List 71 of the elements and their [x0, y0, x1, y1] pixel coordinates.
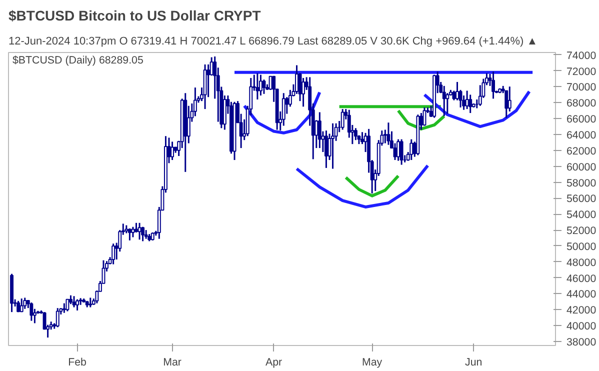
y-tick-label: 44000 [566, 288, 596, 301]
candlestick [456, 81, 459, 102]
y-tick-label: 38000 [566, 336, 596, 349]
candlestick [318, 111, 322, 149]
y-tick-label: 58000 [566, 177, 596, 190]
candlestick [360, 131, 364, 145]
candlestick [393, 142, 397, 161]
candlestick [23, 296, 27, 310]
y-tick-label: 46000 [566, 272, 596, 285]
candlestick [331, 122, 334, 170]
candlestick [465, 90, 469, 110]
x-tick-label: May [362, 356, 383, 368]
y-tick-label: 52000 [566, 225, 596, 238]
candlestick [302, 77, 306, 108]
candlestick [76, 298, 80, 312]
candlestick [134, 222, 138, 234]
candlestick [386, 122, 390, 146]
candlestick [72, 295, 76, 308]
candlestick [170, 140, 174, 161]
candlestick [66, 298, 70, 312]
y-tick-label: 48000 [566, 256, 596, 269]
candlestick [62, 302, 66, 314]
candlestick [256, 72, 260, 100]
candlestick [400, 138, 404, 166]
y-tick-label: 70000 [566, 82, 596, 94]
candlestick [508, 86, 512, 112]
candlestick [30, 302, 34, 322]
chart-subtitle: 12-Jun-2024 10:37pm O 67319.41 H 70021.47 L 66896.79 Last 68289.05 V 30.6K Chg +969.64 (+1.44%) ▲ [8, 36, 538, 48]
candlestick [504, 90, 508, 119]
candlestick [354, 127, 358, 141]
candlestick [20, 298, 24, 313]
line-series [344, 174, 400, 198]
y-tick-label: 54000 [566, 209, 596, 222]
y-tick-label: 40000 [566, 320, 596, 333]
candlestick [282, 92, 286, 126]
candlestick [324, 130, 328, 169]
y-tick-label: 50000 [566, 240, 596, 253]
line-series [396, 109, 446, 130]
candlestick [295, 64, 298, 95]
y-tick-label: 56000 [566, 193, 596, 206]
y-tick-label: 42000 [566, 304, 596, 317]
line-series [422, 90, 531, 128]
y-tick-label: 66000 [566, 114, 596, 126]
x-tick-label: Feb [68, 356, 87, 368]
annotation: $BTCUSD (Daily) 68289.05 [12, 54, 144, 66]
y-tick-label: 64000 [566, 130, 596, 142]
x-tick-label: Apr [266, 356, 283, 368]
candlestick [141, 226, 145, 242]
candlestick [112, 242, 116, 266]
candlestick [468, 94, 472, 114]
candlestick [56, 307, 60, 328]
candlestick [131, 226, 135, 238]
line-series [295, 164, 430, 208]
x-tick-label: Jun [465, 356, 482, 368]
candlestick [442, 85, 446, 117]
x-tick-label: Mar [163, 356, 182, 368]
chart-title: $BTCUSD Bitcoin to US Dollar CRYPT [8, 8, 262, 24]
y-tick-label: 68000 [566, 98, 596, 110]
candlestick [396, 138, 400, 162]
candlestick [262, 78, 266, 95]
candlestick [410, 138, 414, 161]
y-tick-label: 72000 [566, 66, 596, 78]
candlestick [258, 74, 262, 96]
candlestick [452, 90, 456, 102]
candlestick [138, 222, 142, 240]
candlestick [88, 296, 92, 308]
y-tick-label: 74000 [566, 50, 596, 62]
y-tick-label: 60000 [566, 161, 596, 174]
candlestick [492, 70, 495, 100]
y-tick-label: 62000 [566, 145, 596, 158]
candlestick [340, 108, 344, 130]
